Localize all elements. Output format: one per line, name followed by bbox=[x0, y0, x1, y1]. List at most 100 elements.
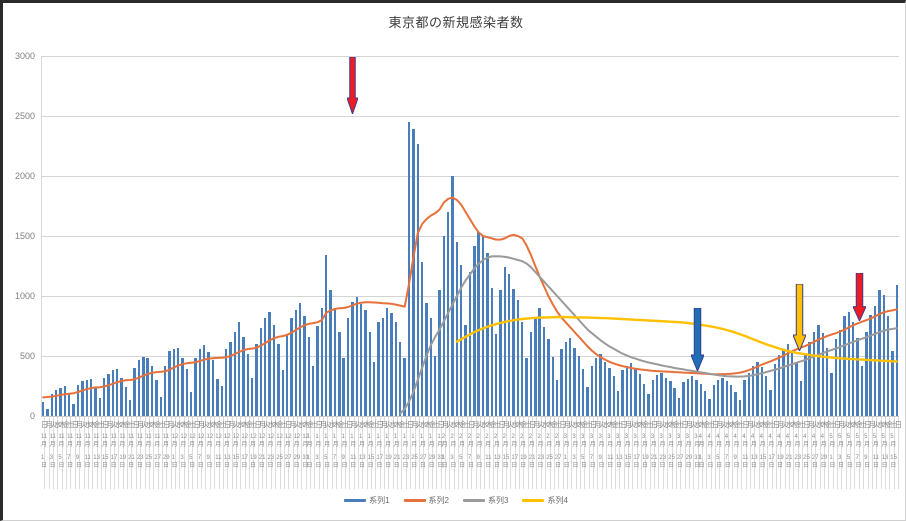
x-day-unit: 日 bbox=[716, 463, 723, 469]
bar bbox=[773, 364, 777, 416]
legend-item-系列1[interactable]: 系列1 bbox=[344, 495, 390, 506]
x-month-unit: 月 bbox=[716, 442, 723, 448]
x-day-unit: 日 bbox=[441, 463, 448, 469]
legend-item-系列4[interactable]: 系列4 bbox=[522, 495, 568, 506]
x-axis-tick: 木 12 月 31 日 bbox=[302, 417, 310, 489]
x-weekday-label: 土 bbox=[372, 420, 380, 429]
bar bbox=[290, 317, 293, 416]
x-day-number: 23 bbox=[267, 455, 275, 461]
x-axis-tick: 木 5 月 13 日 bbox=[882, 417, 889, 489]
legend-item-系列2[interactable]: 系列2 bbox=[403, 495, 449, 506]
x-day-unit: 日 bbox=[385, 463, 392, 469]
x-weekday-label: 月 bbox=[45, 420, 53, 429]
x-weekday-label: 月 bbox=[777, 420, 785, 429]
bar bbox=[647, 394, 650, 416]
legend-item-系列3[interactable]: 系列3 bbox=[463, 495, 508, 506]
x-month-unit: 月 bbox=[624, 442, 631, 448]
x-month-number: 3 bbox=[563, 434, 567, 440]
x-day-unit: 日 bbox=[189, 463, 196, 469]
x-day-number: 1 bbox=[41, 455, 45, 461]
x-axis-tick: 金 bbox=[63, 417, 70, 489]
x-day-number: 29 bbox=[428, 455, 436, 461]
bar bbox=[464, 324, 467, 416]
x-month-number: 11 bbox=[67, 434, 74, 440]
x-day-number: 25 bbox=[276, 455, 283, 461]
x-weekday-label: 火 bbox=[415, 420, 424, 429]
bar bbox=[229, 341, 232, 416]
x-month-unit: 月 bbox=[284, 442, 291, 448]
x-weekday-label: 土 bbox=[311, 420, 319, 429]
x-weekday-label: 水 bbox=[511, 420, 519, 429]
bar bbox=[699, 383, 702, 416]
x-weekday-label: 木 bbox=[271, 420, 280, 429]
bar bbox=[198, 348, 202, 416]
bar bbox=[333, 308, 337, 416]
x-month-unit: 月 bbox=[171, 442, 178, 448]
bar bbox=[830, 372, 833, 416]
x-month-unit: 月 bbox=[511, 442, 518, 448]
x-axis-tick: 水 1 月 27 日 bbox=[420, 417, 427, 489]
x-weekday-label: 金 bbox=[184, 420, 193, 429]
x-day-unit: 日 bbox=[459, 463, 466, 469]
bar bbox=[194, 358, 197, 416]
x-weekday-label: 水 bbox=[755, 420, 763, 429]
x-weekday-label: 月 bbox=[75, 420, 84, 429]
x-weekday-label: 金 bbox=[245, 420, 254, 429]
x-day-unit: 日 bbox=[803, 463, 810, 469]
x-month-unit: 月 bbox=[685, 442, 692, 448]
x-axis-tick: 木 2 月 11 日 bbox=[485, 417, 493, 489]
x-weekday-label: 月 bbox=[533, 420, 541, 429]
x-axis-tick: 水 3 月 31 日 bbox=[694, 417, 702, 489]
x-axis-tick: 火 12 月 1 日 bbox=[171, 417, 179, 489]
bar bbox=[560, 348, 563, 416]
bar bbox=[612, 376, 615, 416]
x-day-unit: 日 bbox=[58, 463, 65, 469]
x-month-number: 4 bbox=[742, 434, 746, 440]
x-month-unit: 月 bbox=[803, 442, 810, 448]
x-day-unit: 日 bbox=[302, 463, 309, 469]
x-day-number: 5 bbox=[324, 455, 328, 461]
x-weekday-label: 火 bbox=[842, 420, 850, 429]
x-weekday-label: 月 bbox=[289, 420, 297, 429]
x-weekday-label: 日 bbox=[681, 420, 689, 429]
x-day-unit: 日 bbox=[607, 463, 614, 469]
x-axis-tick: 日 11 月 15 日 bbox=[102, 417, 109, 489]
x-day-number: 3 bbox=[838, 455, 842, 461]
x-weekday-label: 土 bbox=[219, 420, 228, 429]
bar bbox=[616, 390, 620, 416]
x-day-unit: 日 bbox=[838, 463, 845, 469]
x-weekday-label: 金 bbox=[154, 420, 162, 429]
x-day-number: 3 bbox=[450, 455, 454, 461]
bar bbox=[268, 311, 271, 416]
x-month-unit: 月 bbox=[350, 442, 357, 448]
x-weekday-label: 日 bbox=[284, 420, 293, 429]
bar bbox=[416, 143, 419, 416]
x-axis-tick: 土 4 月 3 日 bbox=[707, 417, 715, 489]
x-weekday-label: 水 bbox=[541, 420, 550, 429]
x-axis-tick: 金 1 月 1 日 bbox=[307, 417, 314, 489]
x-axis-tick: 土 2 月 27 日 bbox=[555, 417, 562, 489]
x-month-unit: 月 bbox=[659, 442, 666, 448]
x-axis-tick: 木 12 月 17 日 bbox=[241, 417, 249, 489]
x-weekday-label: 土 bbox=[859, 420, 868, 429]
x-weekday-label: 火 bbox=[628, 420, 637, 429]
x-month-unit: 月 bbox=[411, 442, 418, 448]
x-month-unit: 月 bbox=[820, 442, 827, 448]
x-day-number: 5 bbox=[189, 455, 193, 461]
bar bbox=[55, 390, 58, 416]
plot-area: 0 500 1000 1500 2000 2500 3000 bbox=[15, 51, 899, 421]
x-axis-tick: 火 bbox=[628, 417, 637, 489]
x-day-number: 19 bbox=[250, 455, 257, 461]
bar bbox=[59, 388, 62, 416]
x-month-unit: 月 bbox=[315, 442, 322, 448]
x-month-number: 1 bbox=[358, 434, 363, 440]
x-day-number: 29 bbox=[293, 455, 301, 461]
x-axis-tick: 金 3 月 19 日 bbox=[642, 417, 650, 489]
x-axis-tick: 月 bbox=[655, 417, 663, 489]
x-axis-tick: 火 1 月 19 日 bbox=[385, 417, 393, 489]
bar bbox=[825, 347, 829, 416]
x-axis-tick: 日 bbox=[620, 417, 628, 489]
x-month-number: 1 bbox=[367, 434, 371, 440]
x-axis-tick: 日 bbox=[346, 417, 353, 489]
x-weekday-label: 日 bbox=[559, 420, 567, 429]
